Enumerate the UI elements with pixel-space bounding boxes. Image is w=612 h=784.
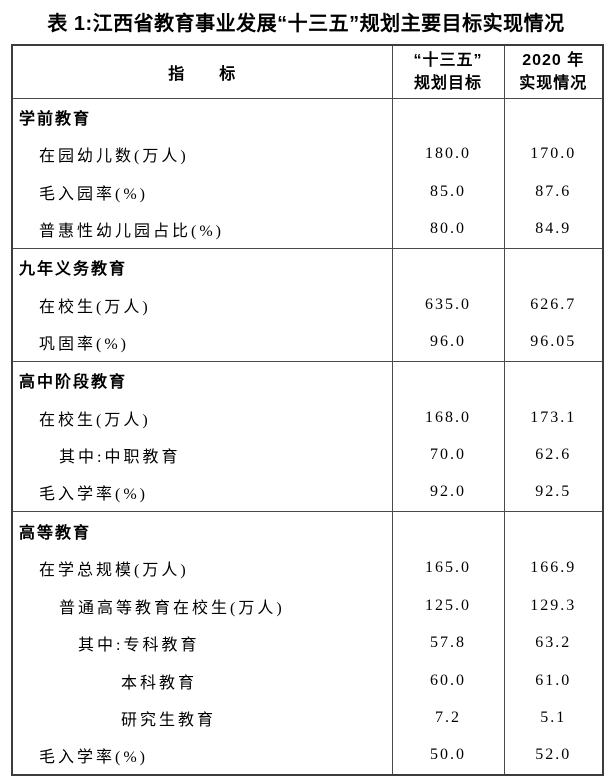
section-row-higher-education: 高等教育	[12, 511, 603, 550]
target-value: 70.0	[391, 436, 504, 474]
target-value: 57.8	[391, 624, 504, 662]
empty-cell	[503, 97, 603, 136]
header-2020-actual-line1: 2020 年	[522, 51, 585, 69]
actual-value: 166.9	[503, 549, 603, 587]
target-value: 165.0	[391, 549, 504, 587]
row-label: 毛入学率(%)	[39, 749, 148, 767]
table-row: 毛入学率(%) 92.0 92.5	[12, 473, 603, 512]
table-row: 毛入园率(%) 85.0 87.6	[12, 173, 603, 211]
table-row: 在学总规模(万人) 165.0 166.9	[12, 549, 603, 587]
actual-value: 173.1	[503, 398, 603, 437]
table-caption: 表 1:江西省教育事业发展“十三五”规划主要目标实现情况	[47, 13, 565, 35]
table-row: 研究生教育 7.2 5.1	[12, 699, 603, 738]
actual-value: 626.7	[503, 285, 603, 324]
target-value: 125.0	[391, 586, 504, 625]
actual-value: 92.5	[503, 473, 603, 512]
target-value: 80.0	[391, 210, 504, 249]
actual-value: 52.0	[503, 737, 603, 775]
actual-value: 84.9	[503, 210, 603, 249]
header-2020-actual-line2: 实现情况	[519, 74, 588, 92]
section-title: 高等教育	[12, 511, 392, 550]
table-row: 其中:专科教育 57.8 63.2	[12, 624, 603, 662]
target-value: 96.0	[391, 323, 504, 362]
table-row: 普通高等教育在校生(万人) 125.0 129.3	[12, 586, 603, 625]
row-label: 普通高等教育在校生(万人)	[59, 599, 285, 617]
actual-value: 61.0	[503, 661, 603, 700]
row-label: 普惠性幼儿园占比(%)	[39, 223, 224, 241]
row-label: 其中:专科教育	[78, 637, 200, 655]
header-indicator: 指 标	[12, 45, 392, 99]
empty-cell	[391, 247, 504, 286]
section-title: 九年义务教育	[12, 247, 392, 286]
target-value: 60.0	[391, 661, 504, 700]
empty-cell	[503, 511, 603, 550]
actual-value: 5.1	[503, 699, 603, 738]
empty-cell	[391, 97, 504, 136]
section-row-preschool: 学前教育	[12, 97, 603, 136]
actual-value: 62.6	[503, 436, 603, 474]
table-row: 在校生(万人) 168.0 173.1	[12, 398, 603, 437]
row-label: 巩固率(%)	[39, 336, 129, 354]
table-row: 普惠性幼儿园占比(%) 80.0 84.9	[12, 210, 603, 249]
section-title: 高中阶段教育	[12, 360, 392, 399]
header-plan-target: “十三五” 规划目标	[391, 45, 504, 99]
empty-cell	[503, 360, 603, 399]
table-header-row: 指 标 “十三五” 规划目标 2020 年 实现情况	[12, 45, 603, 99]
header-plan-target-line1: “十三五”	[413, 51, 483, 69]
target-value: 635.0	[391, 285, 504, 324]
target-value: 85.0	[391, 173, 504, 211]
section-row-senior-secondary: 高中阶段教育	[12, 360, 603, 399]
actual-value: 96.05	[503, 323, 603, 362]
target-value: 50.0	[391, 737, 504, 775]
section-title: 学前教育	[12, 97, 392, 136]
empty-cell	[503, 247, 603, 286]
empty-cell	[391, 360, 504, 399]
row-label: 毛入学率(%)	[39, 486, 148, 504]
header-plan-target-line2: 规划目标	[413, 74, 482, 92]
row-label: 在校生(万人)	[39, 298, 151, 316]
target-value: 180.0	[391, 135, 504, 174]
row-label: 本科教育	[121, 674, 198, 692]
row-label: 在学总规模(万人)	[39, 561, 189, 579]
table-row: 在园幼儿数(万人) 180.0 170.0	[12, 135, 603, 174]
table-row: 在校生(万人) 635.0 626.7	[12, 285, 603, 324]
actual-value: 63.2	[503, 624, 603, 662]
row-label: 毛入园率(%)	[39, 185, 148, 203]
target-value: 92.0	[391, 473, 504, 512]
table-row: 本科教育 60.0 61.0	[12, 661, 603, 700]
row-label: 研究生教育	[121, 712, 217, 730]
table-row: 毛入学率(%) 50.0 52.0	[12, 737, 603, 775]
actual-value: 87.6	[503, 173, 603, 211]
section-row-compulsory: 九年义务教育	[12, 247, 603, 286]
row-label: 在园幼儿数(万人)	[39, 148, 189, 166]
actual-value: 129.3	[503, 586, 603, 625]
table-row: 其中:中职教育 70.0 62.6	[12, 436, 603, 474]
target-value: 7.2	[391, 699, 504, 738]
target-value: 168.0	[391, 398, 504, 437]
empty-cell	[391, 511, 504, 550]
table-row: 巩固率(%) 96.0 96.05	[12, 323, 603, 362]
header-2020-actual: 2020 年 实现情况	[503, 45, 603, 99]
row-label: 其中:中职教育	[59, 449, 181, 467]
row-label: 在校生(万人)	[39, 411, 151, 429]
actual-value: 170.0	[503, 135, 603, 174]
targets-table: 指 标 “十三五” 规划目标 2020 年 实现情况 学前教育 在园幼儿数(万人…	[11, 44, 604, 776]
